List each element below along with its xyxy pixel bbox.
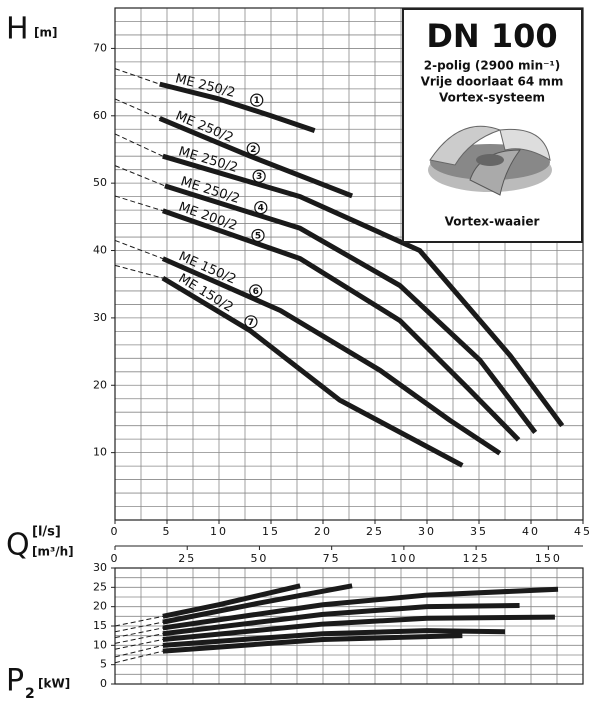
- x-unit: [l/s]: [32, 525, 61, 540]
- x-tick-label: 5: [163, 525, 172, 538]
- curve-number-ring: [249, 284, 263, 298]
- curve-extension: [114, 264, 163, 279]
- y-tick-label: 15: [93, 619, 107, 632]
- curve-extension: [114, 615, 163, 627]
- curve-number: 4: [258, 204, 264, 214]
- curve-extension: [114, 633, 163, 644]
- curve-extension: [114, 133, 164, 157]
- curve-number: 7: [248, 318, 254, 328]
- x2-tick-label: 0: [111, 552, 120, 565]
- info-line: 2-polig (2900 min⁻¹): [424, 59, 560, 73]
- curve: [162, 614, 555, 643]
- x-tick-label: 15: [262, 525, 280, 538]
- curve-extension: [114, 98, 160, 119]
- y-tick-label: 25: [93, 580, 107, 593]
- curve: [162, 208, 521, 442]
- curve-number-ring: [244, 315, 258, 329]
- y-tick-label: 30: [93, 311, 107, 324]
- curve-extension: [114, 644, 163, 658]
- x-tick-label: 10: [210, 525, 228, 538]
- x2-tick-label: 150: [535, 552, 562, 565]
- curve-number-ring: [246, 142, 260, 156]
- y-tick-label: 5: [100, 658, 107, 671]
- y-tick-label: 40: [93, 244, 107, 257]
- curve-number-ring: [254, 200, 268, 215]
- curve-number-ring: [250, 93, 264, 107]
- curve-number: 1: [254, 96, 260, 106]
- y-label-sub: 2: [25, 686, 35, 702]
- x2-tick-label: 25: [178, 552, 196, 565]
- info-frame: [402, 8, 583, 243]
- curve-extension: [114, 627, 163, 639]
- curve: [162, 153, 565, 428]
- y-tick-label: 20: [93, 600, 107, 613]
- x-tick-label: 45: [574, 525, 591, 538]
- plot-frame: [114, 7, 584, 521]
- curve-number: 6: [253, 287, 259, 297]
- info-title: DN 100: [426, 17, 557, 55]
- curve: [162, 586, 559, 631]
- y-tick-label: 50: [93, 176, 107, 189]
- y-tick-label: 10: [93, 446, 107, 459]
- y-tick-label: 10: [93, 638, 107, 651]
- curve: [158, 116, 354, 199]
- y-tick-label: 60: [93, 109, 107, 122]
- x2-unit: [m³/h]: [32, 545, 74, 559]
- y-unit: [kW]: [38, 677, 70, 691]
- y-tick-label: 0: [100, 677, 107, 690]
- curve-extension: [114, 68, 160, 85]
- y-label: H: [6, 12, 29, 47]
- curve: [162, 583, 353, 625]
- y-unit: [m]: [34, 26, 57, 40]
- x-tick-label: 20: [314, 525, 332, 538]
- curve: [162, 633, 463, 654]
- curve-extension: [114, 650, 163, 664]
- info-line: Vrije doorlaat 64 mm: [421, 75, 564, 89]
- curve-extension: [114, 165, 166, 187]
- curve-extension: [114, 195, 163, 212]
- x2-tick-label: 75: [323, 552, 341, 565]
- curve-number: 2: [250, 145, 256, 155]
- curve-extension: [114, 639, 163, 650]
- curve: [159, 81, 316, 133]
- y-tick-label: 30: [93, 561, 107, 574]
- y-tick-label: 20: [93, 378, 107, 391]
- curve: [162, 628, 506, 648]
- info-caption: Vortex-waaier: [445, 215, 540, 229]
- x-label: Q: [6, 528, 30, 563]
- x-tick-label: 0: [111, 525, 120, 538]
- x2-tick-label: 125: [463, 552, 490, 565]
- curve-extension: [114, 621, 163, 633]
- curve-number-ring: [251, 228, 265, 243]
- x2-tick-label: 100: [390, 552, 417, 565]
- impeller-image: [428, 125, 552, 196]
- y-label: P: [6, 664, 24, 699]
- curve: [161, 256, 502, 456]
- curve-number: 3: [256, 172, 262, 182]
- x-tick-label: 35: [470, 525, 488, 538]
- x2-tick-label: 50: [250, 552, 268, 565]
- curve: [162, 603, 520, 637]
- curve: [164, 183, 538, 434]
- curve-number-ring: [252, 169, 266, 183]
- x-tick-label: 25: [366, 525, 384, 538]
- x-tick-label: 40: [522, 525, 540, 538]
- info-box: DN 100 2-polig (2900 min⁻¹) Vrije doorla…: [402, 8, 583, 243]
- curve: [162, 583, 301, 619]
- y-tick-label: 70: [93, 41, 107, 54]
- curve-extension: [114, 239, 164, 260]
- info-line: Vortex-systeem: [439, 91, 545, 105]
- curve: [161, 276, 464, 468]
- curve-number: 5: [255, 231, 261, 241]
- x-tick-label: 30: [418, 525, 436, 538]
